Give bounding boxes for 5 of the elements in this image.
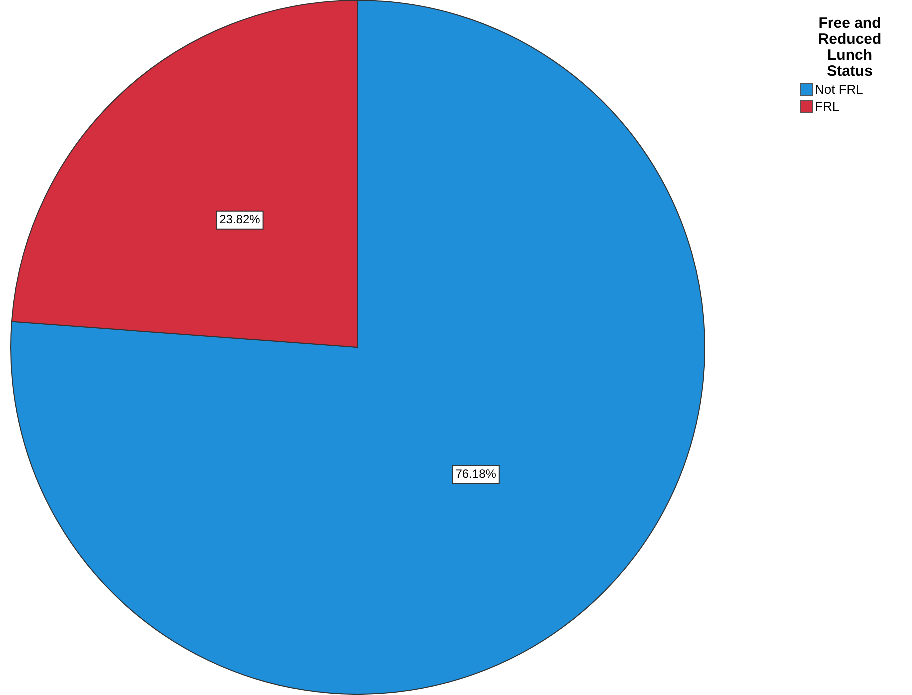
data-label: 23.82% (220, 212, 261, 227)
legend-title: Free and Reduced Lunch Status (817, 15, 883, 80)
slice-label: Not FRL (815, 82, 864, 97)
data-label: 76.18% (456, 466, 497, 481)
legend-label: FRL (815, 99, 840, 114)
